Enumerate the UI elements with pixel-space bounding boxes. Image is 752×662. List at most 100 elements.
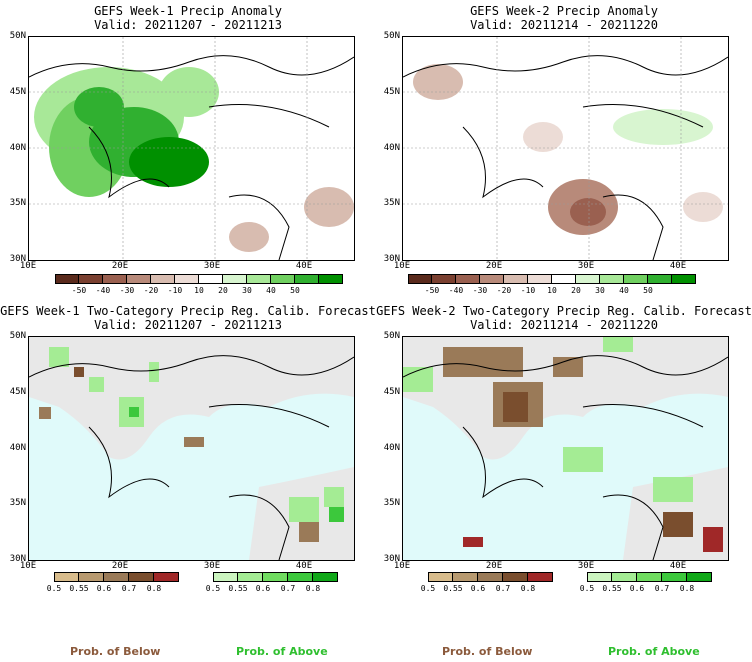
lon-tick-label: 40E xyxy=(295,561,313,571)
lon-tick-label: 40E xyxy=(669,561,687,571)
colorbar-swatch xyxy=(154,572,179,582)
lat-tick-label: 45N xyxy=(383,86,400,97)
colorbar-tick-label: 30 xyxy=(242,286,252,295)
colorbar-swatch xyxy=(672,274,696,284)
probability-map-week1 xyxy=(28,336,355,561)
anomaly-colorbar-week2 xyxy=(408,274,696,284)
colorbar-swatch xyxy=(129,572,154,582)
panel-title: GEFS Week-1 Two-Category Precip Reg. Cal… xyxy=(0,304,376,318)
lat-tick-label: 30N xyxy=(9,554,26,564)
prob-below-label: Prob. of Below xyxy=(442,645,533,658)
lat-tick-label: 45N xyxy=(383,386,400,397)
colorbar-tick-label: 0.6 xyxy=(629,584,645,593)
colorbar-swatch xyxy=(79,274,103,284)
lon-tick-label: 40E xyxy=(669,261,687,271)
colorbar-tick-label: -30 xyxy=(472,286,488,295)
colorbar-swatch xyxy=(528,572,553,582)
lon-tick-label: 10E xyxy=(19,261,37,271)
colorbar-tick-label: -10 xyxy=(167,286,183,295)
colorbar-tick-label: 0.8 xyxy=(679,584,695,593)
colorbar-swatch xyxy=(576,274,600,284)
colorbar-tick-label: 0.8 xyxy=(520,584,536,593)
colorbar-tick-label: 0.55 xyxy=(443,584,463,593)
lat-tick-label: 30N xyxy=(383,554,400,564)
colorbar-tick-label: -10 xyxy=(520,286,536,295)
colorbar-tick-label: 0.6 xyxy=(255,584,271,593)
colorbar-tick-label: 20 xyxy=(571,286,581,295)
colorbar-tick-label: 10 xyxy=(547,286,557,295)
anomaly-map-week1 xyxy=(28,36,355,261)
panel-week2-probability: GEFS Week-2 Two-Category Precip Reg. Cal… xyxy=(376,300,752,590)
panel-title: GEFS Week-1 Precip Anomaly xyxy=(94,4,282,18)
colorbar-tick-label: 0.5 xyxy=(46,584,62,593)
lon-tick-label: 20E xyxy=(111,261,129,271)
lat-tick-label: 35N xyxy=(383,498,400,509)
panel-week1-anomaly: GEFS Week-1 Precip Anomaly Valid: 202112… xyxy=(0,0,376,300)
lon-tick-label: 30E xyxy=(577,261,595,271)
anomaly-map-week2 xyxy=(402,36,729,261)
colorbar-tick-label: 0.7 xyxy=(654,584,670,593)
lat-tick-label: 40N xyxy=(383,142,400,153)
colorbar-swatch xyxy=(453,572,478,582)
lat-tick-label: 35N xyxy=(9,198,26,209)
colorbar-swatch xyxy=(648,274,672,284)
colorbar-tick-label: -50 xyxy=(424,286,440,295)
colorbar-swatch xyxy=(271,274,295,284)
prob-above-label: Prob. of Above xyxy=(608,645,700,658)
anomaly-colorbar-week1 xyxy=(55,274,343,284)
colorbar-tick-label: 0.5 xyxy=(579,584,595,593)
colorbar-swatch xyxy=(79,572,104,582)
colorbar-tick-label: 20 xyxy=(218,286,228,295)
colorbar-swatch xyxy=(503,572,528,582)
prob-below-label: Prob. of Below xyxy=(70,645,161,658)
colorbar-swatch xyxy=(432,274,456,284)
colorbar-swatch xyxy=(151,274,175,284)
colorbar-tick-label: -40 xyxy=(448,286,464,295)
colorbar-tick-label: -40 xyxy=(95,286,111,295)
colorbar-swatch xyxy=(528,274,552,284)
colorbar-swatch xyxy=(313,572,338,582)
lon-tick-label: 20E xyxy=(485,261,503,271)
panel-week2-anomaly: GEFS Week-2 Precip Anomaly Valid: 202112… xyxy=(376,0,752,300)
lon-tick-label: 30E xyxy=(203,561,221,571)
colorbar-swatch xyxy=(504,274,528,284)
colorbar-swatch xyxy=(223,274,247,284)
lat-tick-label: 50N xyxy=(9,331,26,341)
below-colorbar-week2 xyxy=(428,572,553,582)
colorbar-tick-label: 40 xyxy=(266,286,276,295)
lon-tick-label: 20E xyxy=(111,561,129,571)
colorbar-swatch xyxy=(552,274,576,284)
lat-tick-label: 35N xyxy=(9,498,26,509)
lat-tick-label: 50N xyxy=(9,31,26,41)
colorbar-tick-label: 0.8 xyxy=(305,584,321,593)
colorbar-tick-label: 0.55 xyxy=(69,584,89,593)
colorbar-tick-label: 0.7 xyxy=(280,584,296,593)
colorbar-swatch xyxy=(213,572,238,582)
colorbar-tick-label: -30 xyxy=(119,286,135,295)
panel-title: GEFS Week-2 Two-Category Precip Reg. Cal… xyxy=(376,304,752,318)
lat-tick-label: 45N xyxy=(9,386,26,397)
colorbar-tick-label: 10 xyxy=(194,286,204,295)
colorbar-tick-label: 30 xyxy=(595,286,605,295)
lon-tick-label: 30E xyxy=(203,261,221,271)
colorbar-tick-label: -20 xyxy=(496,286,512,295)
panel-valid-dates: Valid: 20211207 - 20211213 xyxy=(94,18,282,32)
lat-tick-label: 30N xyxy=(383,254,400,264)
panel-valid-dates: Valid: 20211207 - 20211213 xyxy=(94,318,282,332)
colorbar-swatch xyxy=(288,572,313,582)
colorbar-swatch xyxy=(238,572,263,582)
lon-tick-label: 10E xyxy=(19,561,37,571)
panel-title: GEFS Week-2 Precip Anomaly xyxy=(470,4,658,18)
colorbar-swatch xyxy=(662,572,687,582)
colorbar-swatch xyxy=(175,274,199,284)
panel-valid-dates: Valid: 20211214 - 20211220 xyxy=(470,18,658,32)
colorbar-swatch xyxy=(127,274,151,284)
colorbar-swatch xyxy=(428,572,453,582)
colorbar-swatch xyxy=(103,274,127,284)
colorbar-swatch xyxy=(199,274,223,284)
colorbar-swatch xyxy=(319,274,343,284)
colorbar-swatch xyxy=(263,572,288,582)
lon-tick-label: 40E xyxy=(295,261,313,271)
colorbar-swatch xyxy=(456,274,480,284)
colorbar-tick-label: 0.5 xyxy=(420,584,436,593)
